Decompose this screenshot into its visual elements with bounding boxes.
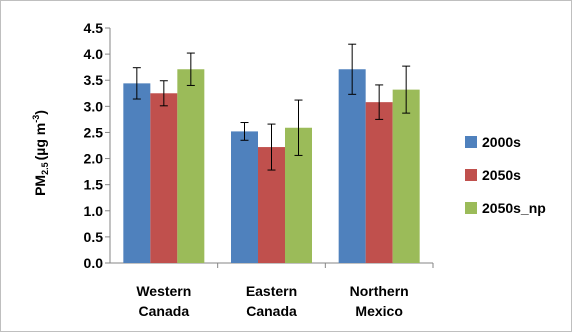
bar-2050s-0: [150, 93, 178, 264]
y-tick-label: 0.0: [84, 255, 104, 271]
y-axis-label: PM2.5(µg m-3): [31, 110, 50, 196]
y-tick-label: 1.5: [84, 177, 104, 193]
x-category-label: Northern: [350, 283, 409, 299]
bar-2050s_np-2: [392, 89, 420, 263]
bar-2000s-2: [338, 69, 366, 263]
legend-label: 2050s: [482, 167, 521, 183]
y-tick-label: 2.5: [84, 124, 104, 140]
y-label-unit: (µg m: [32, 123, 48, 161]
x-category-label: Canada: [139, 303, 190, 319]
y-tick-label: 3.5: [84, 72, 104, 88]
y-tick-label: 3.0: [84, 98, 104, 114]
legend: 2000s 2050s 2050s_np: [465, 134, 546, 216]
y-label-close: ): [32, 110, 48, 115]
y-tick-label: 1.0: [84, 203, 104, 219]
y-tick-label: 0.5: [84, 229, 104, 245]
legend-label: 2050s_np: [482, 200, 546, 216]
y-tick-label: 2.0: [84, 151, 104, 167]
y-label-sub: 2.5: [40, 162, 50, 175]
legend-swatch: [465, 169, 477, 181]
bar-2050s_np-0: [177, 69, 205, 263]
legend-label: 2000s: [482, 134, 521, 150]
legend-swatch: [465, 136, 477, 148]
x-category-label: Mexico: [355, 303, 402, 319]
x-category-label: Canada: [246, 303, 297, 319]
bar-2050s-2: [365, 102, 393, 264]
svg-text:PM2.5(µg m-3): PM2.5(µg m-3): [31, 110, 50, 196]
y-label-exp: -3: [31, 115, 41, 123]
plot-area: 0.0 0.5 1.0 1.5 2.0 2.5 3.0 3.5 4.0 4.5 Western Can…: [84, 20, 434, 319]
y-label-main: PM: [32, 175, 48, 196]
x-category-label: Western: [136, 283, 191, 299]
y-tick-label: 4.0: [84, 46, 104, 62]
bar-2000s-0: [123, 83, 151, 263]
y-tick-label: 4.5: [84, 20, 104, 36]
bar-2000s-1: [231, 131, 258, 263]
legend-swatch: [465, 202, 477, 214]
x-category-label: Eastern: [246, 283, 297, 299]
